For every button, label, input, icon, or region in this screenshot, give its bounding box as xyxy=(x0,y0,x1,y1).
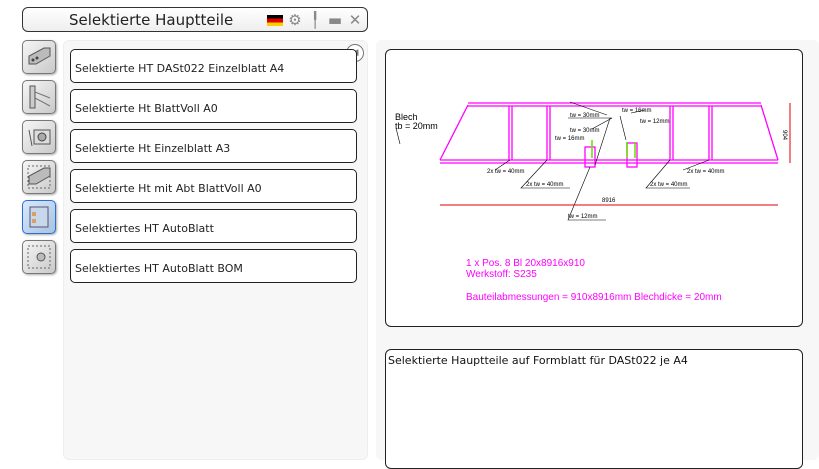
gear-icon[interactable]: ⚙ xyxy=(288,11,302,29)
label-tw12b: tw = 12mm xyxy=(568,214,598,220)
part-dimensions: Bauteilabmessungen = 910x8916mm Blechdic… xyxy=(466,292,722,303)
window-title: Selektierte Hauptteile xyxy=(69,11,234,29)
part-position: 1 x Pos. 8 Bl 20x8916x910 xyxy=(466,258,585,269)
label-blech: Blech xyxy=(395,112,418,122)
label-w40d: 2x tw = 40mm xyxy=(687,169,725,175)
label-tw12a: tw = 12mm xyxy=(640,119,670,125)
camera-dashed-icon[interactable] xyxy=(22,240,56,274)
template-item[interactable]: Selektierte Ht mit Abt BlattVoll A0 xyxy=(70,169,357,203)
box-beam-dashed-icon[interactable] xyxy=(22,160,56,194)
template-item[interactable]: Selektiertes HT AutoBlatt xyxy=(70,209,357,243)
camera-part-icon[interactable] xyxy=(22,120,56,154)
template-item[interactable]: Selektiertes HT AutoBlatt BOM xyxy=(70,249,357,283)
plate-drawing xyxy=(439,102,779,168)
close-icon[interactable]: ✕ xyxy=(348,11,362,29)
template-item[interactable]: Selektierte Ht BlattVoll A0 xyxy=(70,89,357,123)
label-height: 904 xyxy=(781,130,787,141)
dimension-lines xyxy=(440,103,791,206)
template-item[interactable]: Selektierte Ht Einzelblatt A3 xyxy=(70,129,357,163)
weld-marks xyxy=(591,140,636,158)
label-w40a: 2x tw = 40mm xyxy=(487,169,525,175)
german-flag-icon[interactable] xyxy=(267,14,283,26)
frame-icon[interactable] xyxy=(22,80,56,114)
drawing-preview: Blech tb = 20mm tw = 30mm tw = 30mm tw =… xyxy=(385,49,803,327)
title-bar: Selektierte Hauptteile ⚙ ╿ ▬ ✕ xyxy=(22,7,368,32)
plate-selected-icon[interactable] xyxy=(22,200,56,234)
pin-icon[interactable]: ╿ xyxy=(310,11,320,29)
label-tw30a: tw = 30mm xyxy=(570,113,600,119)
label-tb: tb = 20mm xyxy=(395,121,438,131)
label-w40c: 2x tw = 40mm xyxy=(650,182,688,188)
material: Werkstoff: S235 xyxy=(466,269,537,280)
box-beam-icon[interactable] xyxy=(22,40,56,74)
label-w40b: 2x tw = 40mm xyxy=(526,182,564,188)
label-tw16a: tw = 16mm xyxy=(555,136,585,142)
minimize-icon[interactable]: ▬ xyxy=(327,11,343,29)
template-description: Selektierte Hauptteile auf Formblatt für… xyxy=(385,349,803,469)
label-tw30b: tw = 30mm xyxy=(570,128,600,134)
leader-lines xyxy=(395,101,710,221)
label-length: 8916 xyxy=(602,198,616,204)
label-tw16b: tw = 16mm xyxy=(622,108,652,114)
template-item[interactable]: Selektierte HT DASt022 Einzelblatt A4 xyxy=(70,49,357,83)
